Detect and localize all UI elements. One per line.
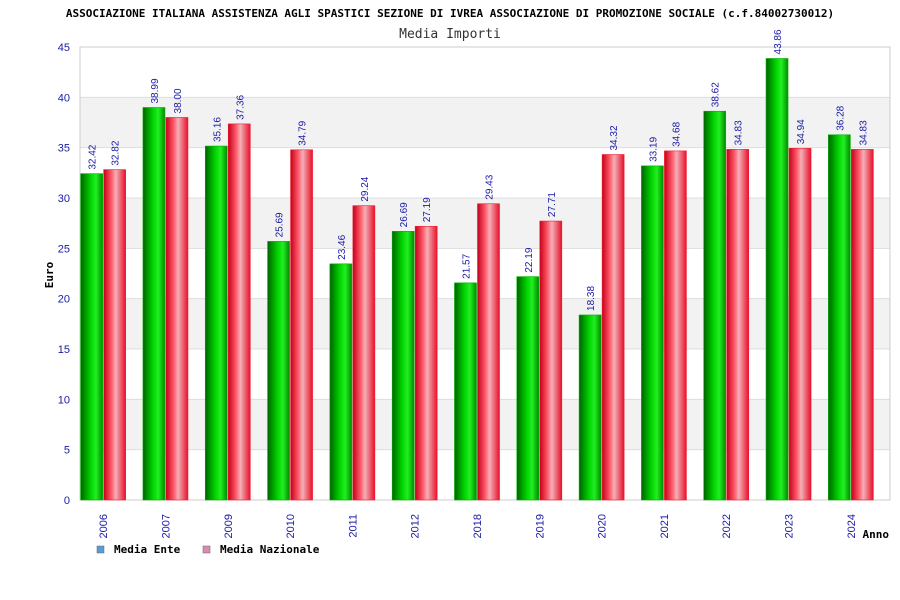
bar-media-ente <box>765 58 789 501</box>
bar-media-nazionale <box>601 154 625 501</box>
legend-label-media-nazionale: Media Nazionale <box>220 543 320 556</box>
value-label: 25.69 <box>275 212 286 237</box>
y-axis-ticks: 0 5 10 15 20 25 30 35 40 45 <box>58 42 70 507</box>
value-label: 38.99 <box>150 78 161 103</box>
x-tick-label: 2011 <box>347 514 359 538</box>
y-tick-label: 5 <box>64 445 70 457</box>
value-label: 34.68 <box>671 121 682 146</box>
x-tick-label: 2009 <box>223 514 235 538</box>
x-tick-label: 2024 <box>846 514 858 538</box>
value-label: 29.43 <box>485 174 496 199</box>
value-label: 21.57 <box>462 253 473 278</box>
grid-band <box>80 97 890 148</box>
bar-media-ente <box>454 282 477 501</box>
value-label: 34.32 <box>609 125 620 150</box>
chart-title: ASSOCIAZIONE ITALIANA ASSISTENZA AGLI SP… <box>66 7 834 20</box>
bar-media-nazionale <box>788 147 812 501</box>
y-tick-label: 40 <box>58 92 70 104</box>
value-label: 26.69 <box>399 202 410 227</box>
value-label: 37.36 <box>235 94 246 119</box>
bar-media-ente <box>329 263 353 501</box>
bar-media-nazionale <box>664 150 687 501</box>
y-tick-label: 0 <box>64 495 70 507</box>
legend-label-media-ente: Media Ente <box>114 543 181 556</box>
value-label: 23.46 <box>337 234 348 259</box>
value-label: 29.24 <box>360 176 371 201</box>
value-label: 34.94 <box>796 119 807 144</box>
value-label: 27.71 <box>547 192 558 217</box>
legend-swatch-media-ente <box>96 545 105 554</box>
y-tick-label: 10 <box>58 394 70 406</box>
x-tick-label: 2007 <box>160 514 172 538</box>
value-label: 35.16 <box>212 117 223 142</box>
y-tick-label: 15 <box>58 344 70 356</box>
bar-media-nazionale <box>851 149 874 501</box>
bar-media-ente <box>142 107 166 501</box>
x-tick-label: 2019 <box>534 514 546 538</box>
y-axis-label: Euro <box>43 261 56 288</box>
x-tick-label: 2020 <box>597 514 609 538</box>
bar-media-ente <box>80 173 103 501</box>
bar-media-nazionale <box>227 123 251 501</box>
value-label: 34.83 <box>734 120 745 145</box>
bar-media-nazionale <box>165 117 189 501</box>
chart-subtitle: Media Importi <box>399 27 501 42</box>
value-labels: 32.42 32.82 38.99 38.00 35.16 37.36 25.69 34.79… <box>88 29 870 311</box>
x-axis-ticks: 2006 2007 2009 2010 2011 2012 2018 2019 2020 2021… <box>98 514 858 538</box>
legend-swatch-media-nazionale <box>202 545 211 554</box>
x-tick-label: 2006 <box>98 514 110 538</box>
bar-media-nazionale <box>477 203 500 501</box>
x-tick-label: 2018 <box>472 514 484 538</box>
value-label: 22.19 <box>524 247 535 272</box>
bar-media-ente <box>391 231 415 501</box>
bar-media-ente <box>703 110 727 501</box>
value-label: 27.19 <box>422 197 433 222</box>
bar-media-ente <box>641 165 664 501</box>
value-label: 43.86 <box>773 29 784 54</box>
value-label: 33.19 <box>648 136 659 161</box>
y-tick-label: 25 <box>58 243 70 255</box>
bar-media-ente <box>516 276 540 501</box>
value-label: 32.42 <box>88 144 99 169</box>
y-tick-label: 45 <box>58 42 70 54</box>
x-tick-label: 2023 <box>784 514 796 538</box>
legend: Media Ente Media Nazionale <box>96 543 320 556</box>
value-label: 18.38 <box>586 286 597 311</box>
x-tick-label: 2010 <box>285 514 297 538</box>
bar-media-nazionale <box>414 225 438 501</box>
x-tick-label: 2022 <box>721 514 733 538</box>
bars-group <box>80 58 874 501</box>
bar-media-ente <box>267 241 290 501</box>
x-tick-label: 2012 <box>410 514 422 538</box>
value-label: 36.28 <box>835 105 846 130</box>
bar-media-nazionale <box>103 169 126 501</box>
x-tick-label: 2021 <box>659 514 671 538</box>
bar-media-nazionale <box>352 205 376 501</box>
bar-media-ente <box>828 134 851 501</box>
y-tick-label: 20 <box>58 294 70 306</box>
value-label: 38.00 <box>173 88 184 113</box>
y-tick-label: 30 <box>58 193 70 205</box>
value-label: 34.83 <box>858 120 869 145</box>
bar-media-nazionale <box>290 149 313 501</box>
bar-media-nazionale <box>539 220 563 501</box>
bar-media-ente <box>204 145 228 501</box>
x-axis-label: Anno <box>863 528 890 541</box>
y-tick-label: 35 <box>58 143 70 155</box>
value-label: 34.79 <box>298 120 309 145</box>
value-label: 38.62 <box>711 82 722 107</box>
value-label: 32.82 <box>111 140 122 165</box>
bar-media-nazionale <box>726 149 750 501</box>
bar-media-ente <box>578 314 602 501</box>
